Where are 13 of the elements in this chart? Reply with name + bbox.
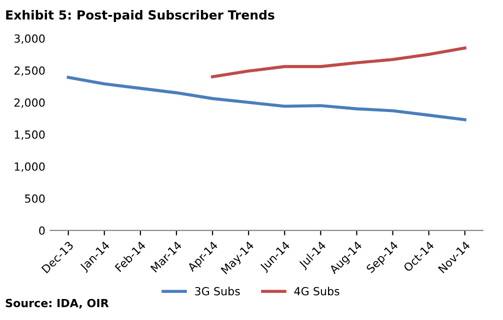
y-tick-label: 2,000 (14, 98, 45, 108)
legend-label: 4G Subs (294, 286, 340, 296)
y-tick-label: 0 (39, 226, 45, 235)
y-tick-label: 500 (25, 194, 45, 203)
chart-title: Exhibit 5: Post-paid Subscriber Trends (6, 10, 274, 22)
legend-label: 3G Subs (195, 286, 240, 296)
y-tick-label: 1,500 (14, 130, 45, 140)
y-tick-label: 2,500 (14, 66, 45, 76)
line-series (210, 46, 466, 78)
source-note: Source: IDA, OIR (6, 298, 109, 309)
y-tick-label: 3,000 (14, 34, 45, 44)
y-tick-label: 1,000 (14, 162, 45, 172)
line-series (66, 76, 466, 122)
